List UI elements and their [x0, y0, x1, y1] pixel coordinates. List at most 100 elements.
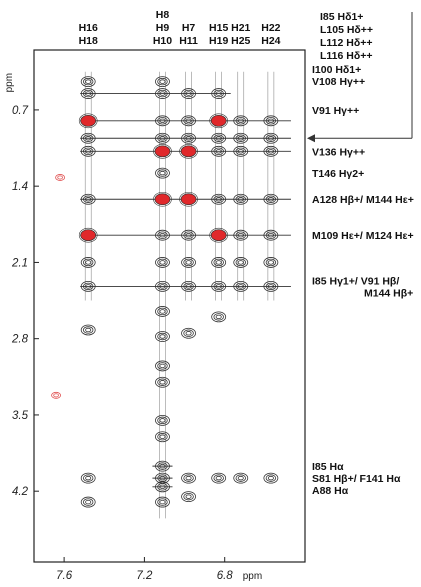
peak-contour	[155, 460, 170, 472]
peak-contour	[213, 282, 224, 291]
cross-peak	[181, 472, 196, 484]
peak-highlight	[180, 145, 197, 158]
peak-contour	[155, 481, 170, 493]
peak-contour	[82, 326, 94, 334]
peak-contour	[153, 144, 172, 159]
peak-contour	[159, 363, 166, 369]
peak-contour	[263, 472, 279, 484]
cross-peak	[155, 460, 170, 472]
cross-peak	[155, 414, 170, 426]
peak-contour	[82, 474, 94, 482]
column-label: H11	[179, 35, 198, 47]
peak-contour	[235, 134, 246, 142]
peak-contour	[159, 260, 166, 265]
peak-contour	[263, 115, 279, 127]
peak-contour	[159, 418, 166, 423]
cross-peak	[211, 280, 227, 292]
row-label: V91 Hγ++	[312, 105, 359, 117]
peak-contour	[80, 280, 96, 292]
cross-peak	[211, 257, 227, 268]
cross-peak	[80, 88, 96, 99]
cross-peak	[233, 257, 249, 268]
arrow-head	[307, 134, 315, 143]
top-right-label: L116 Hδ++	[320, 50, 373, 62]
peak-contour	[267, 118, 274, 124]
peak-contour	[181, 132, 196, 144]
peak-contour	[233, 145, 249, 157]
y-tick-label: 0.7	[12, 105, 29, 117]
peak-contour	[157, 134, 168, 142]
peak-contour	[263, 132, 279, 144]
peak-contour	[183, 134, 194, 142]
peak-contour	[233, 229, 249, 241]
peak-contour	[85, 475, 92, 481]
cross-peak	[211, 88, 227, 99]
peak-contour	[233, 115, 249, 127]
peak-contour	[80, 145, 96, 157]
peak-contour	[215, 284, 222, 289]
y-tick-label: 3.5	[12, 410, 29, 422]
column-label: H16	[79, 22, 98, 34]
peak-contour	[85, 260, 92, 265]
peak-contour	[157, 89, 168, 98]
peak-contour	[159, 118, 166, 124]
peak-contour	[85, 197, 92, 202]
peak-contour	[157, 117, 168, 125]
peak-contour	[155, 88, 170, 99]
cross-peak	[211, 311, 227, 323]
negative-peak	[55, 174, 65, 181]
peak-contour	[215, 314, 222, 320]
column-label: H15	[209, 22, 228, 34]
peak-contour	[237, 475, 244, 481]
peak-contour	[80, 496, 96, 508]
x-tick-label: 6.8	[217, 570, 234, 582]
peak-highlight	[80, 229, 97, 242]
peak-contour	[183, 231, 194, 239]
peak-contour	[183, 329, 194, 337]
peak-contour	[213, 313, 224, 321]
peak-contour	[265, 195, 277, 203]
cross-peak	[181, 132, 196, 144]
cross-peak	[211, 132, 227, 144]
peak-contour	[155, 414, 170, 426]
cross-peak	[80, 76, 96, 87]
peak-contour	[157, 282, 168, 291]
cross-peak	[80, 132, 96, 144]
peak-contour	[185, 232, 192, 238]
peak-contour	[159, 136, 166, 141]
top-right-label: L105 Hδ++	[320, 24, 373, 36]
peak-contour	[157, 169, 168, 177]
peak-contour	[185, 136, 192, 141]
peak-contour	[237, 149, 244, 154]
cross-peak	[209, 113, 228, 129]
peak-contour	[211, 145, 227, 157]
y-tick-label: 2.8	[11, 334, 29, 346]
cross-peak	[181, 229, 196, 241]
cross-peak	[233, 229, 249, 241]
cross-peak	[263, 280, 279, 292]
peak-contour	[82, 258, 94, 267]
peak-contour	[159, 170, 166, 176]
peak-contour	[263, 257, 279, 268]
peak-contour	[183, 474, 194, 482]
column-label: H21	[231, 22, 250, 34]
cross-peak	[155, 257, 170, 268]
peak-contour	[85, 136, 92, 141]
peak-contour	[267, 284, 274, 289]
cross-peak	[181, 257, 196, 268]
peak-contour	[85, 327, 92, 333]
cross-peak	[80, 145, 96, 157]
peak-contour	[82, 282, 94, 291]
peak-contour	[263, 193, 279, 205]
cross-peak	[155, 88, 170, 99]
peak-contour	[85, 499, 92, 505]
peak-contour	[183, 117, 194, 125]
peak-contour	[78, 227, 98, 243]
peak-contour	[157, 378, 168, 386]
peak-contour	[181, 472, 196, 484]
peak-contour	[159, 334, 166, 339]
peak-contour	[82, 147, 94, 156]
peak-contour	[215, 91, 222, 96]
column-label: H19	[209, 35, 228, 47]
peak-contour	[82, 89, 94, 98]
